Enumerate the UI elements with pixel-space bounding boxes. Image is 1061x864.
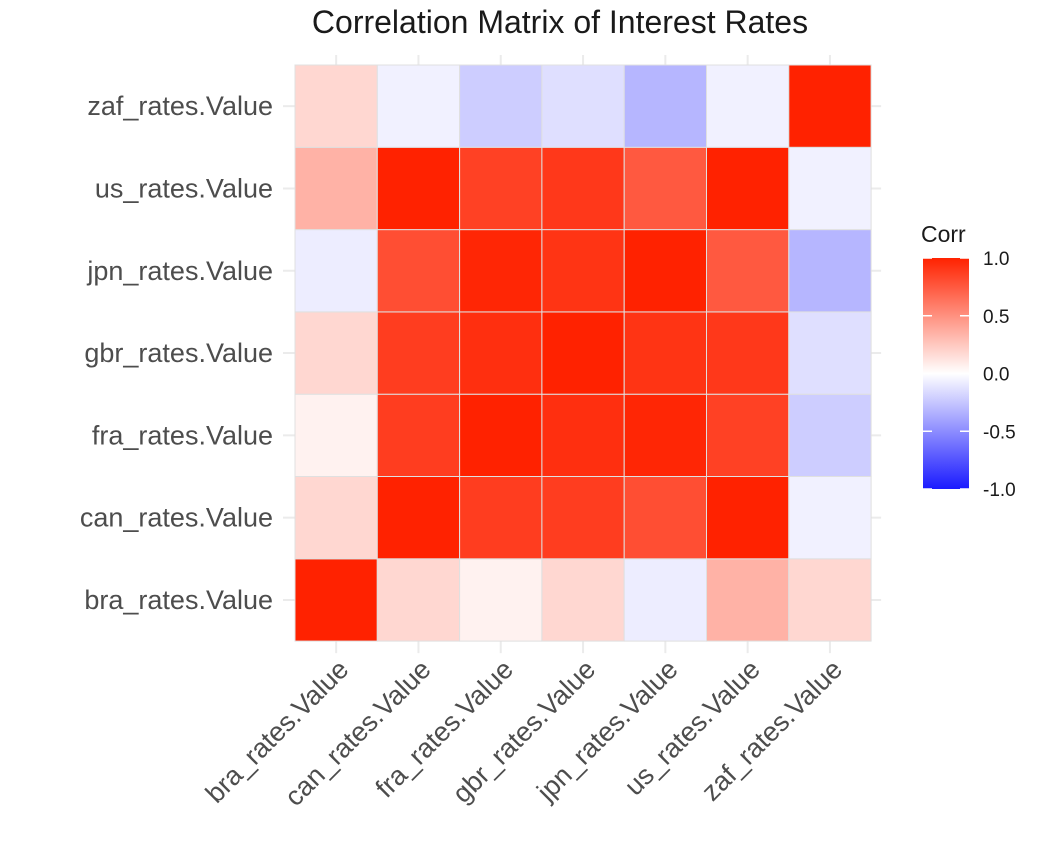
y-tick-label: fra_rates.Value — [92, 420, 273, 450]
heatmap-cell — [541, 476, 625, 560]
heatmap-cell — [376, 311, 461, 395]
heatmap-cell — [541, 146, 625, 231]
heatmap-cell — [706, 393, 790, 478]
heatmap-cell — [788, 64, 872, 148]
heatmap-cell — [706, 311, 790, 395]
y-tick-label: zaf_rates.Value — [87, 91, 273, 121]
heatmap-cells — [294, 64, 872, 642]
heatmap-cell — [459, 64, 543, 148]
heatmap-cell — [623, 558, 708, 642]
heatmap-cell — [376, 558, 461, 642]
heatmap-cell — [376, 229, 461, 313]
heatmap-cell — [294, 393, 378, 478]
heatmap-cell — [706, 64, 790, 148]
heatmap-cell — [623, 476, 708, 560]
heatmap-cell — [541, 229, 625, 313]
heatmap-cell — [459, 393, 543, 478]
x-tick-label: bra_rates.Value — [200, 654, 355, 809]
heatmap-cell — [541, 393, 625, 478]
legend-tick-label: -1.0 — [983, 480, 1016, 501]
heatmap-cell — [788, 146, 872, 231]
heatmap-cell — [459, 311, 543, 395]
heatmap-cell — [459, 229, 543, 313]
legend: Corr 1.0 0.5 0.0 -0.5 -1.0 — [921, 221, 1016, 501]
heatmap-cell — [294, 558, 378, 642]
y-tick-label: can_rates.Value — [80, 503, 273, 533]
x-axis-labels: bra_rates.Valuecan_rates.Valuefra_rates.… — [200, 654, 848, 812]
heatmap-cell — [376, 476, 461, 560]
heatmap-cell — [623, 393, 708, 478]
y-tick-label: bra_rates.Value — [84, 585, 273, 615]
heatmap-cell — [376, 146, 461, 231]
heatmap-cell — [459, 558, 543, 642]
heatmap-cell — [294, 476, 378, 560]
heatmap-cell — [788, 393, 872, 478]
heatmap-cell — [788, 311, 872, 395]
chart-title: Correlation Matrix of Interest Rates — [311, 4, 809, 40]
heatmap-cell — [706, 558, 790, 642]
heatmap-cell — [788, 229, 872, 313]
legend-tick-label: 0.0 — [983, 365, 1009, 386]
y-axis-labels: bra_rates.Value can_rates.Value fra_rates.… — [80, 91, 273, 615]
legend-tick-label: 1.0 — [983, 249, 1009, 270]
heatmap-cell — [541, 64, 625, 148]
heatmap-cell — [706, 229, 790, 313]
heatmap-cell — [459, 146, 543, 231]
heatmap-cell — [541, 311, 625, 395]
x-tick-label: zaf_rates.Value — [696, 654, 848, 806]
legend-tick-label: 0.5 — [983, 307, 1009, 328]
heatmap-cell — [294, 64, 378, 148]
y-tick-label: gbr_rates.Value — [84, 338, 273, 368]
x-tick-label: gbr_rates.Value — [447, 654, 602, 809]
heatmap-cell — [788, 558, 872, 642]
heatmap-cell — [623, 311, 708, 395]
heatmap-cell — [788, 476, 872, 560]
heatmap-cell — [623, 229, 708, 313]
heatmap-cell — [294, 229, 378, 313]
heatmap-cell — [623, 64, 708, 148]
heatmap-cell — [376, 64, 461, 148]
heatmap-cell — [706, 476, 790, 560]
x-tick-label: can_rates.Value — [279, 654, 437, 812]
heatmap-cell — [376, 393, 461, 478]
heatmap-cell — [541, 558, 625, 642]
heatmap-cell — [294, 311, 378, 395]
heatmap-cell — [623, 146, 708, 231]
heatmap-cell — [459, 476, 543, 560]
heatmap-cell — [294, 146, 378, 231]
y-tick-label: jpn_rates.Value — [86, 256, 273, 286]
x-tick-label: jpn_rates.Value — [530, 654, 683, 807]
legend-title: Corr — [921, 221, 966, 247]
legend-tick-label: -0.5 — [983, 422, 1016, 443]
heatmap-cell — [706, 146, 790, 231]
y-tick-label: us_rates.Value — [95, 173, 273, 203]
